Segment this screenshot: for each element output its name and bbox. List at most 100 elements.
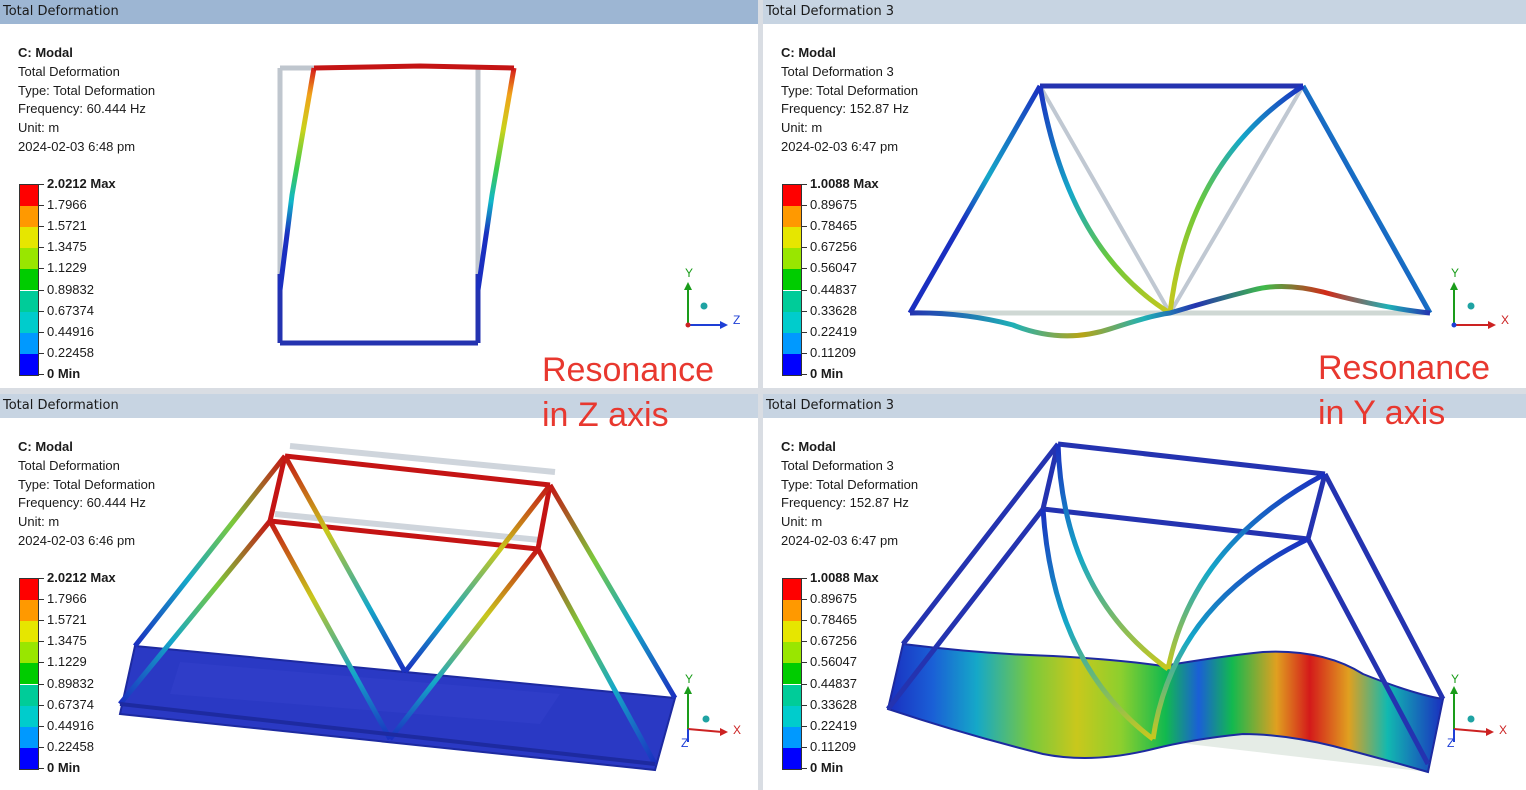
legend-tick	[38, 226, 44, 228]
annotation-resonance-y: Resonance in Y axis	[1318, 346, 1490, 436]
legend-color-band	[20, 663, 38, 685]
legend-max-label: 2.0212 Max	[47, 176, 116, 191]
legend-value-label: 0.22458	[47, 344, 94, 360]
deformed-bottom-chord	[909, 283, 1431, 339]
legend-value-label: 0.89675	[810, 197, 857, 213]
svg-text:X: X	[1499, 723, 1507, 737]
legend-color-band	[20, 747, 38, 769]
deformed-bridge-isometric[interactable]	[0, 394, 758, 790]
legend-color-band	[783, 579, 801, 601]
legend-color-bar	[782, 578, 802, 770]
legend-value-label: 0.11209	[810, 344, 857, 360]
legend-color-band	[20, 311, 38, 333]
legend-color-band	[783, 185, 801, 207]
annotation-resonance-z: Resonance in Z axis	[542, 348, 714, 438]
legend-color-band	[783, 227, 801, 249]
result-name: Total Deformation	[18, 457, 120, 473]
annotation-line: in Z axis	[542, 396, 669, 434]
top-chord-back	[1057, 441, 1326, 477]
legend-color-band	[20, 579, 38, 601]
legend-value-label: 0.22458	[47, 738, 94, 754]
legend-color-band	[783, 332, 801, 354]
system-name: C: Modal	[18, 45, 73, 60]
unit: Unit: m	[781, 514, 823, 530]
legend-tick	[38, 247, 44, 249]
legend-tick	[801, 226, 807, 228]
result-info: C: Modal Total Deformation 3 Type: Total…	[781, 44, 918, 157]
legend-tick	[801, 289, 807, 291]
unit: Unit: m	[781, 120, 823, 136]
legend-color-band	[783, 642, 801, 664]
result-name: Total Deformation 3	[781, 457, 894, 473]
legend-value-label: 0.56047	[810, 260, 857, 276]
legend-value-label: 1.3475	[47, 239, 87, 255]
result-type: Type: Total Deformation	[781, 82, 919, 98]
vertical-splitter[interactable]	[758, 0, 763, 790]
legend-tick	[801, 205, 807, 207]
legend-color-band	[20, 642, 38, 664]
result-type: Type: Total Deformation	[781, 476, 919, 492]
legend-color-bar	[782, 184, 802, 376]
legend-color-band	[783, 663, 801, 685]
viewport-bottom-right[interactable]: Total Deformation 3 C: Modal Total Defor…	[763, 394, 1526, 790]
viewport-title: Total Deformation	[0, 394, 758, 418]
legend-max-label: 1.0088 Max	[810, 570, 879, 585]
legend-value-label: 1.1229	[47, 260, 87, 276]
legend-tick	[38, 641, 44, 643]
legend-color-band	[783, 311, 801, 333]
frequency: Frequency: 152.87 Hz	[781, 495, 909, 511]
deformed-bridge-deck-isometric[interactable]	[763, 394, 1526, 790]
legend-color-band	[20, 353, 38, 375]
legend-value-label: 0.22419	[810, 717, 857, 733]
coordinate-triad: Y Z	[684, 266, 740, 329]
legend-tick	[801, 578, 807, 579]
legend-tick	[38, 373, 44, 375]
legend-tick	[38, 578, 44, 579]
timestamp: 2024-02-03 6:47 pm	[781, 532, 899, 548]
contour-legend[interactable]: 2.0212 Max 1.7966 1.5721 1.3475 1.1229 0.8983…	[19, 176, 179, 381]
horizontal-splitter[interactable]	[0, 388, 1526, 394]
system-name: C: Modal	[781, 439, 836, 454]
unit: Unit: m	[18, 120, 60, 136]
top-chord-front	[1042, 506, 1309, 542]
legend-tick	[38, 184, 44, 185]
deformed-truss-front-view[interactable]	[763, 0, 1526, 388]
legend-value-label: 0.44916	[47, 323, 94, 339]
legend-tick	[801, 641, 807, 643]
legend-value-label: 0.56047	[810, 654, 857, 670]
viewport-bottom-left[interactable]: Total Deformation C: Modal Total Deforma…	[0, 394, 758, 790]
viewport-top-right[interactable]: Total Deformation 3 C: Modal Total Defor…	[763, 0, 1526, 388]
svg-text:Y: Y	[1451, 672, 1459, 686]
result-type: Type: Total Deformation	[18, 82, 156, 98]
legend-tick	[801, 599, 807, 601]
frequency: Frequency: 60.444 Hz	[18, 495, 146, 511]
legend-color-band	[783, 726, 801, 748]
legend-color-band	[783, 290, 801, 312]
legend-value-label: 0.33628	[810, 302, 857, 318]
legend-color-band	[20, 227, 38, 249]
annotation-line: Resonance	[1318, 349, 1491, 387]
deformed-frame-side-view[interactable]	[0, 0, 758, 388]
contour-legend[interactable]: 1.0088 Max 0.89675 0.78465 0.67256 0.56047 0.…	[782, 570, 942, 775]
legend-color-band	[783, 353, 801, 375]
legend-tick	[801, 268, 807, 270]
legend-tick	[801, 184, 807, 185]
legend-color-band	[783, 206, 801, 228]
annotation-line: in Y axis	[1318, 394, 1446, 432]
legend-value-label: 0.11209	[810, 738, 857, 754]
contour-legend[interactable]: 1.0088 Max 0.89675 0.78465 0.67256 0.56047 0.…	[782, 176, 942, 381]
legend-value-label: 0.22419	[810, 323, 857, 339]
legend-color-bar	[19, 184, 39, 376]
viewport-top-left[interactable]: Total Deformation C: Modal Total Deforma…	[0, 0, 758, 388]
system-name: C: Modal	[781, 45, 836, 60]
legend-tick	[38, 289, 44, 291]
legend-color-band	[783, 248, 801, 270]
legend-value-label: 0.67374	[47, 696, 94, 712]
legend-color-band	[20, 684, 38, 706]
legend-value-label: 1.3475	[47, 633, 87, 649]
frequency: Frequency: 152.87 Hz	[781, 101, 909, 117]
timestamp: 2024-02-03 6:48 pm	[18, 138, 136, 154]
contour-legend[interactable]: 2.0212 Max 1.7966 1.5721 1.3475 1.1229 0.8983…	[19, 570, 179, 775]
legend-tick	[38, 725, 44, 727]
rafter-left-front	[118, 519, 272, 706]
